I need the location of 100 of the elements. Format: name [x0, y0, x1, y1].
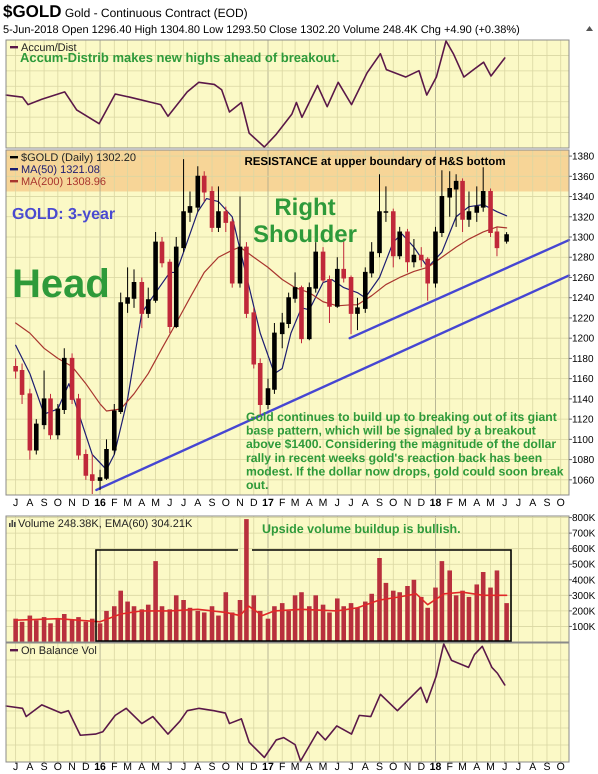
x-tick-label: J	[502, 761, 508, 773]
x-tick-label: O	[556, 497, 565, 509]
x-tick-label: F	[111, 497, 118, 509]
x-tick-label: 16	[94, 761, 106, 773]
x-tick-label: D	[417, 497, 426, 509]
candlestick	[466, 190, 472, 228]
x-tick-label: 16	[94, 497, 106, 509]
annotation: Head	[12, 262, 110, 306]
x-tick-label: O	[389, 761, 398, 773]
x-tick-label: M	[318, 497, 328, 509]
x-tick-label: 18	[430, 497, 442, 509]
x-tick-label: M	[123, 497, 132, 509]
y-tick-label: 200K	[572, 606, 596, 618]
y-tick-label: 1380	[572, 152, 595, 163]
candlestick	[348, 274, 354, 335]
x-tick-label: M	[318, 761, 328, 773]
candlestick	[355, 297, 360, 331]
y-tick-label: 1060	[572, 475, 595, 486]
candlestick	[168, 258, 172, 334]
line-series	[15, 226, 508, 412]
x-tick-label: O	[222, 761, 230, 773]
y-tick-label: 1280	[572, 252, 595, 264]
bar	[202, 612, 207, 642]
x-tick-label: J	[180, 497, 186, 509]
y-tick-label: 100K	[572, 622, 596, 633]
annotation: Right Shoulder	[252, 194, 358, 248]
x-tick-label: D	[417, 761, 426, 773]
candlestick	[174, 236, 179, 329]
bar	[90, 618, 95, 642]
x-tick-label: 18	[430, 761, 442, 773]
x-tick-label: J	[13, 761, 18, 773]
x-tick-label: N	[68, 497, 76, 509]
x-tick-label: S	[208, 761, 216, 773]
candlestick	[140, 276, 144, 329]
y-tick-label: 1240	[572, 293, 595, 304]
bar	[397, 592, 402, 642]
bar	[13, 618, 18, 642]
y-tick-label: 1120	[572, 414, 594, 426]
y-tick-label: 800K	[572, 513, 596, 524]
y-tick-label: 1360	[572, 172, 595, 183]
y-tick-label: 400K	[572, 575, 596, 586]
x-tick-label: A	[362, 497, 369, 509]
x-tick-label: J	[502, 497, 508, 509]
x-tick-label: A	[26, 761, 34, 773]
x-tick-label: M	[486, 497, 495, 509]
x-tick-label: N	[68, 761, 76, 773]
x-tick-label: M	[290, 761, 300, 773]
x-tick-label: D	[250, 497, 258, 509]
candlestick	[62, 348, 67, 415]
x-tick-label: O	[222, 497, 230, 509]
candlestick	[397, 226, 402, 260]
candlestick	[210, 186, 214, 232]
x-tick-label: S	[208, 497, 216, 509]
bar	[390, 590, 396, 642]
band-label: RESISTANCE at upper boundary of H&S bottom	[244, 156, 506, 168]
x-tick-label: F	[446, 761, 453, 773]
candlestick	[244, 242, 249, 318]
x-tick-label: A	[529, 497, 536, 509]
candlestick	[504, 232, 509, 244]
x-tick-label: O	[54, 761, 62, 773]
chart-title: $GOLD Gold - Continuous Contract (EOD)	[3, 2, 248, 21]
bar	[425, 608, 430, 642]
candlestick	[460, 178, 465, 232]
y-tick-label: 1100	[572, 434, 594, 446]
candlestick	[280, 312, 285, 349]
x-tick-label: S	[40, 497, 48, 509]
candlestick	[160, 236, 164, 268]
candlestick	[13, 358, 18, 380]
bar	[480, 572, 486, 642]
x-tick-label: J	[167, 497, 172, 509]
x-tick-label: S	[40, 761, 48, 773]
candlestick	[153, 231, 158, 304]
legend-label: MA(50) 1321.08	[21, 164, 100, 176]
x-tick-label: S	[543, 497, 550, 509]
candlestick	[112, 403, 117, 456]
candlestick	[480, 166, 486, 212]
legend-label: On Balance Vol	[21, 645, 97, 657]
y-tick-label: 1300	[572, 232, 595, 244]
x-tick-label: A	[362, 761, 369, 773]
chart-title: Volume 248.38K, EMA(60) 304.21K	[18, 518, 193, 530]
bar	[34, 620, 39, 642]
x-tick-label: J	[334, 761, 340, 773]
bar	[334, 598, 340, 642]
x-tick-label: O	[389, 497, 398, 509]
y-tick-label: 1160	[572, 374, 594, 386]
y-tick-label: 700K	[572, 528, 596, 540]
x-tick-label: J	[516, 497, 522, 509]
bar	[447, 570, 452, 642]
x-tick-label: J	[13, 497, 18, 509]
candlestick	[20, 362, 24, 404]
candlestick	[405, 228, 410, 273]
annotation: GOLD: 3-year	[12, 206, 116, 223]
x-tick-label: F	[446, 497, 453, 509]
x-tick-label: M	[151, 497, 160, 509]
x-tick-label: N	[236, 761, 244, 773]
bar	[195, 610, 200, 642]
legend-label: MA(200) 1308.96	[21, 176, 106, 188]
candlestick	[418, 246, 424, 268]
x-tick-label: M	[151, 761, 160, 773]
bar	[28, 616, 32, 642]
